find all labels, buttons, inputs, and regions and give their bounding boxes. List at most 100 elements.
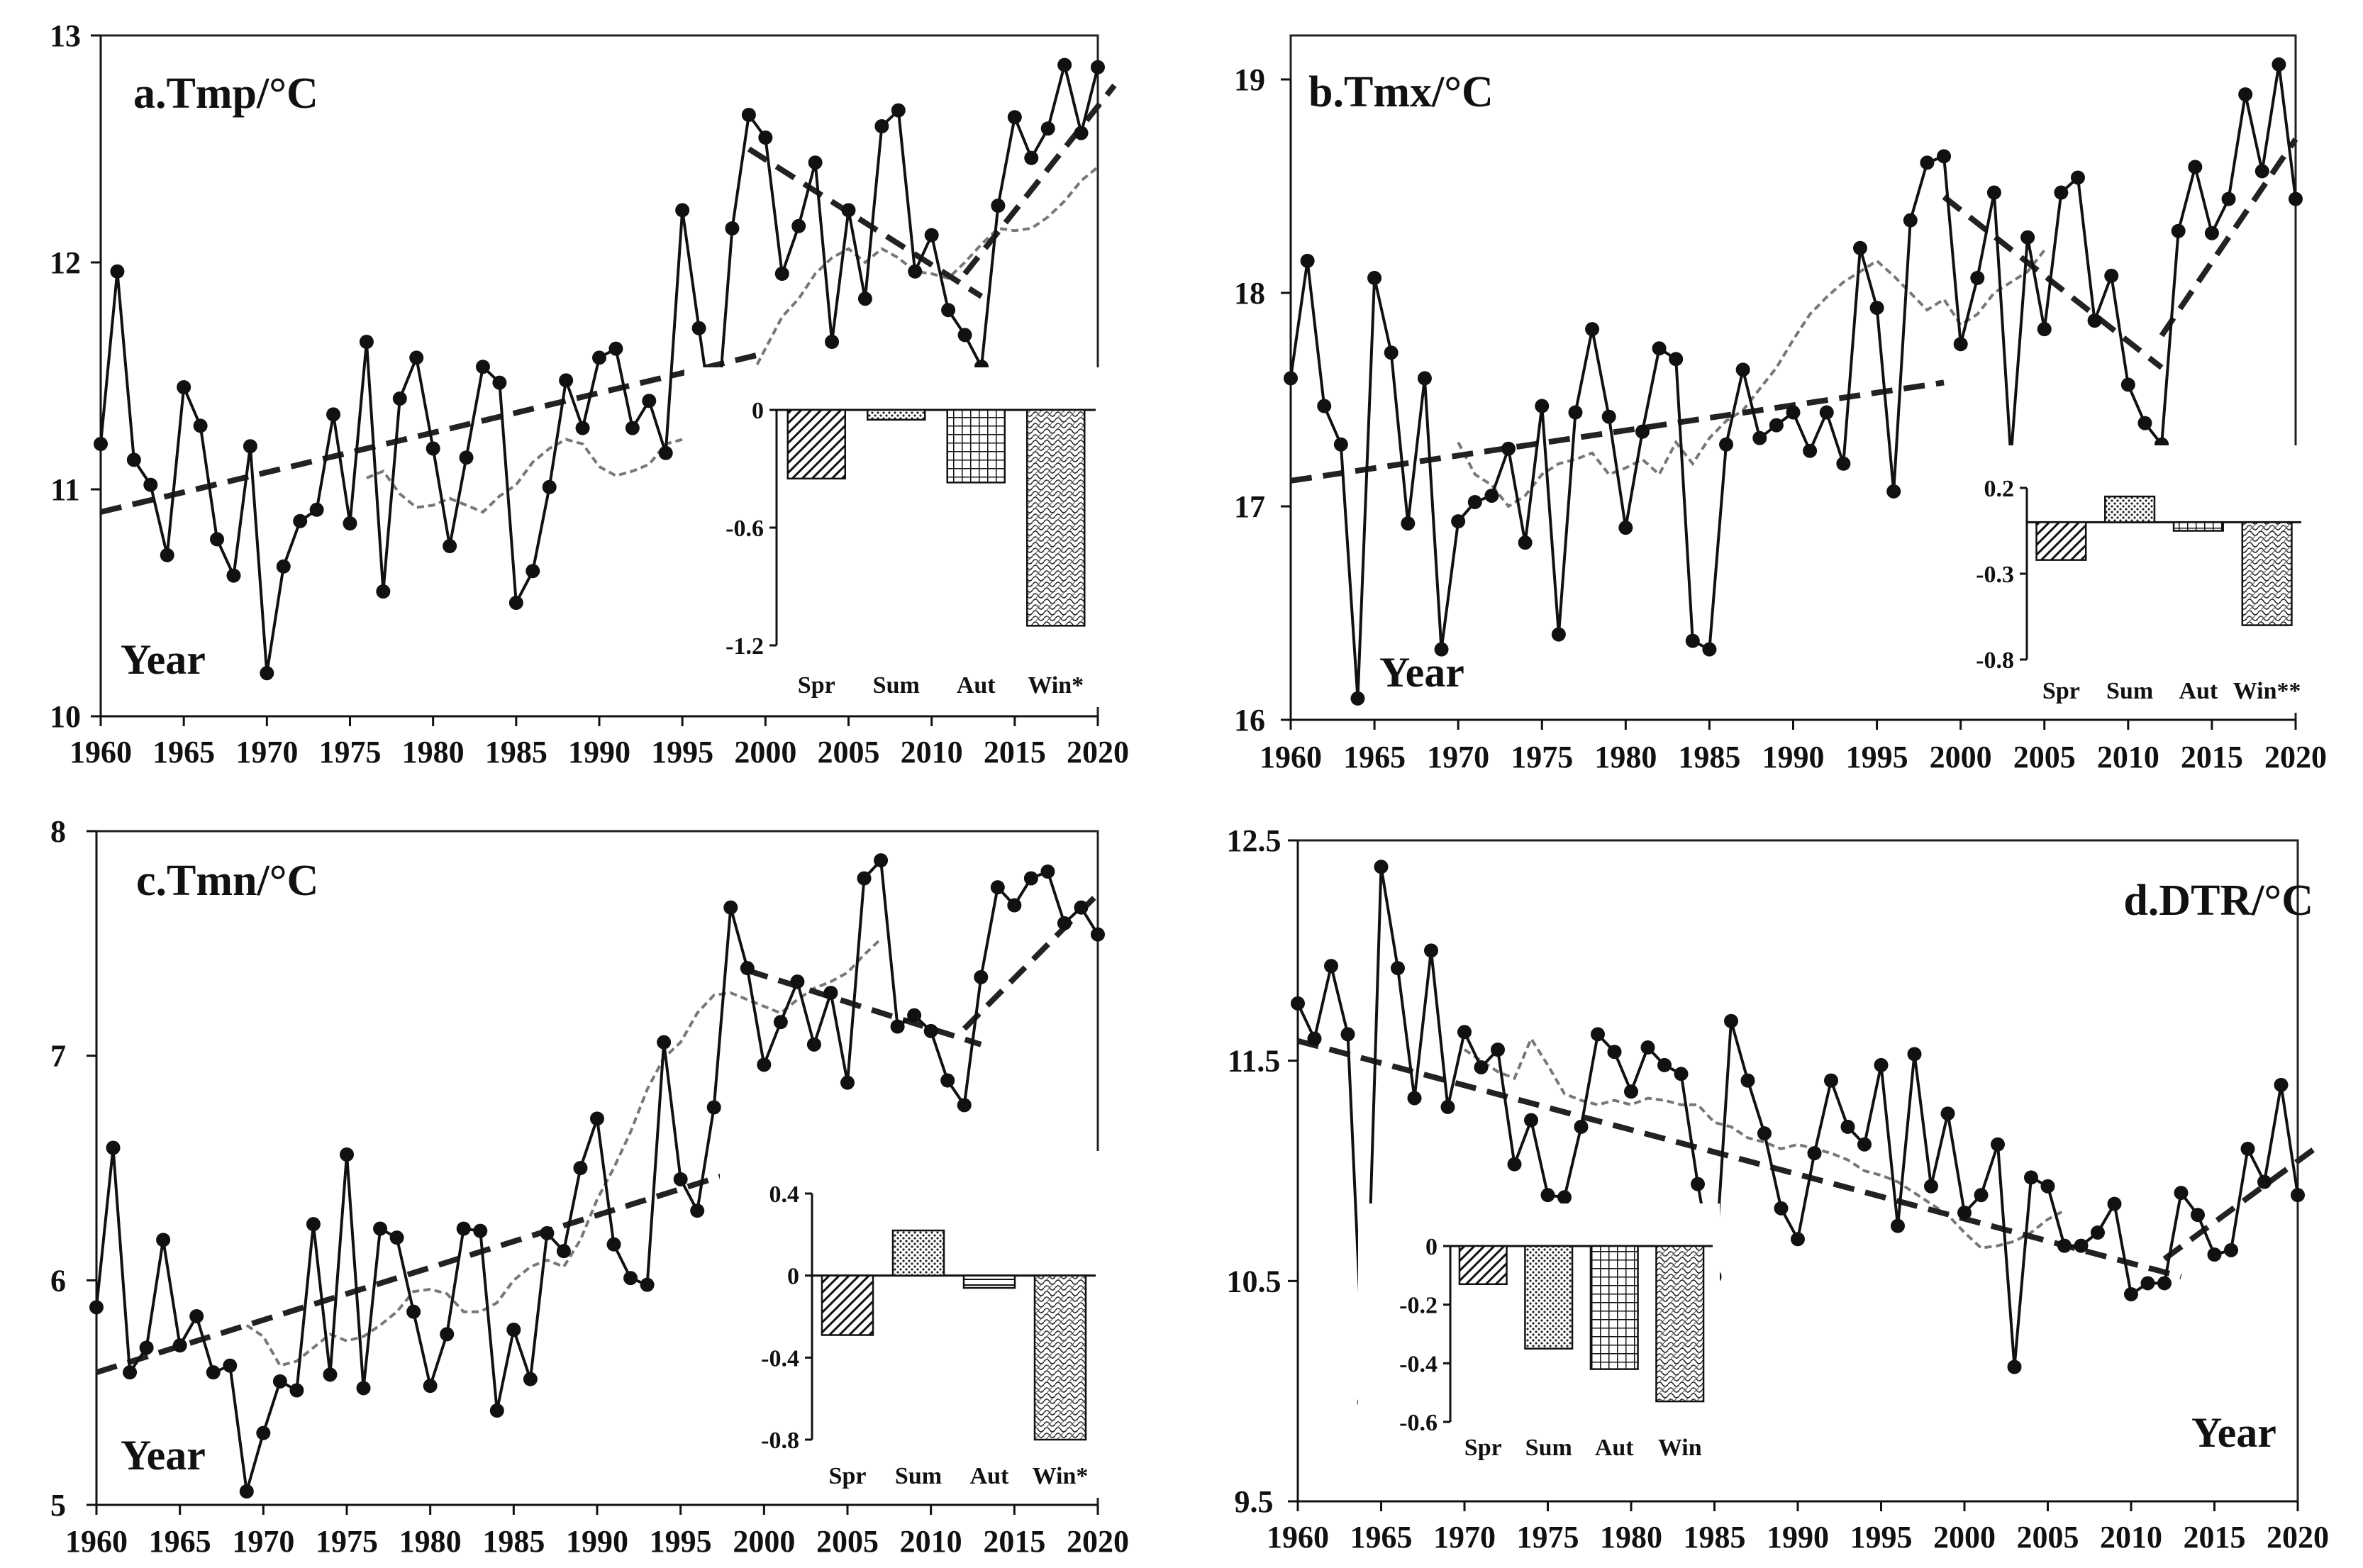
panel-a-axes: 10 11 12 13 1960 1965 1970 1975 1980 1985 1990 1995…	[50, 18, 1129, 769]
panel-b-data-point	[2188, 160, 2203, 174]
panel-b-data-point	[1786, 405, 1801, 420]
panel-c-data-point	[139, 1340, 154, 1355]
panel-b-data-point	[2254, 164, 2269, 179]
panel-a-data-point	[808, 155, 823, 170]
panel-a-inset-y-tick-label: 0	[752, 398, 764, 424]
panel-b-year-label: Year	[1379, 649, 1464, 696]
panel-b-data-point	[1752, 430, 1767, 445]
panel-a-data-point	[475, 360, 490, 374]
panel-a-data-point	[991, 199, 1006, 213]
panel-c-x-tick-label: 1975	[316, 1524, 378, 1559]
panel-b-data-point	[1467, 494, 1482, 509]
panel-c-data-point	[89, 1300, 104, 1315]
panel-a-data-point	[957, 328, 972, 343]
panel-c-inset-bar	[1033, 1274, 1087, 1441]
panel-d-data-point	[1740, 1073, 1755, 1088]
panel-d-axes: 9.5 10.5 11.5 12.5 1960 1965 1970 1975 1980 1985 1…	[1227, 823, 2330, 1555]
panel-a-data-point	[359, 335, 374, 349]
panel-a-data-point	[508, 596, 523, 610]
panel-c-data-point	[172, 1338, 187, 1353]
panel-b-data-point	[2020, 230, 2035, 245]
panel-a-data-point	[193, 418, 208, 433]
panel-c-data-point	[156, 1233, 171, 1247]
panel-b-data-point	[1300, 253, 1315, 268]
panel-d-data-point	[2157, 1276, 2172, 1291]
panel-b-x-tick-label: 1995	[1846, 740, 1908, 774]
panel-d-data-point	[2057, 1238, 2072, 1253]
panel-c-data-point	[1057, 916, 1072, 930]
panel-d-data-point	[1540, 1188, 1555, 1203]
panel-c-data-point	[757, 1057, 772, 1072]
panel-c-inset-bar	[821, 1274, 874, 1336]
panel-b-trend-line	[2159, 138, 2298, 338]
panel-a-data-point	[376, 584, 391, 599]
panel-b-data-point	[2054, 185, 2069, 200]
panel-b-inset-bar	[2035, 521, 2087, 561]
panel-d-inset: 0 -0.2 -0.4 -0.6 Spr Sum Aut Win	[1358, 1203, 1720, 1469]
panel-d-inset-bar	[1655, 1245, 1705, 1403]
panel-a-data-point	[1040, 121, 1055, 136]
panel-a-data-point	[492, 375, 507, 390]
panel-c-data-point	[823, 986, 838, 1000]
panel-d-data-point	[1957, 1206, 1972, 1221]
panel-b-data-point	[2221, 191, 2236, 206]
panel-a-data-point	[725, 221, 740, 235]
panel-c-data-point	[373, 1221, 388, 1236]
panel-d-inset-category-label: Sum	[1525, 1435, 1572, 1461]
panel-d-data-point	[1757, 1126, 1772, 1141]
panel-d-x-tick-label: 1970	[1433, 1520, 1496, 1555]
panel-c-data-point	[957, 1098, 972, 1113]
panel-a-trend-line	[747, 146, 984, 299]
panel-a-inset-category-label: Spr	[798, 672, 835, 699]
panel-b-trend-line	[1290, 379, 1945, 484]
panel-d-x-tick-label: 2020	[2267, 1520, 2329, 1555]
panel-c-data-point	[123, 1365, 138, 1380]
panel-c-data-point	[874, 853, 889, 868]
panel-c-data-point	[423, 1379, 438, 1394]
panel-c-data-point	[673, 1172, 688, 1186]
panel-c-x-tick-label: 2015	[983, 1524, 1045, 1559]
panel-a-data-point	[841, 203, 856, 218]
panel-d-inset-y-tick-label: -0.4	[1399, 1351, 1438, 1377]
panel-a-data-point	[1057, 57, 1072, 72]
panel-d-data-point	[2024, 1170, 2038, 1185]
panel-d-data-point	[1874, 1057, 1889, 1072]
panel-b-data-point	[1317, 399, 1332, 413]
panel-d-plot	[1291, 860, 2316, 1410]
panel-a-trend-line	[962, 83, 1117, 276]
panel-d-data-point	[1824, 1073, 1838, 1088]
panel-c-year-label: Year	[121, 1432, 206, 1479]
panel-c-y-tick-label: 7	[50, 1039, 66, 1074]
panel-a-data-point	[741, 108, 756, 122]
panel-c-data-point	[506, 1323, 521, 1337]
panel-a-data-point	[542, 479, 557, 494]
panel-a-y-tick-label: 13	[50, 18, 81, 53]
panel-a-x-tick-label: 1980	[402, 735, 465, 769]
panel-c-data-point	[857, 871, 872, 886]
panel-c-data-point	[690, 1203, 705, 1218]
panel-d-x-tick-label: 2005	[2017, 1520, 2079, 1555]
panel-b-data-point	[1484, 488, 1499, 503]
panel-d-data-point	[1374, 860, 1389, 874]
panel-d-x-tick-label: 1980	[1600, 1520, 1662, 1555]
panel-d-data-point	[2257, 1174, 2272, 1189]
panel-d-data-point	[2074, 1238, 2089, 1253]
panel-d-title: d.DTR/°C	[2123, 877, 2313, 925]
panel-d-data-point	[2224, 1242, 2238, 1257]
panel-c-data-point	[206, 1365, 221, 1380]
panel-c-x-tick-label: 2010	[900, 1524, 962, 1559]
panel-d-year-label: Year	[2191, 1409, 2276, 1456]
panel-b-x-tick-label: 2020	[2264, 740, 2327, 774]
panel-b-y-tick-label: 19	[1234, 62, 1265, 97]
panel-c-inset-bar	[962, 1274, 1016, 1289]
panel-c-x-tick-label: 1995	[650, 1524, 712, 1559]
panel-b-trend-line	[1942, 194, 2164, 370]
panel-a-x-tick-label: 2020	[1067, 735, 1129, 769]
panel-a-data-point	[1074, 126, 1089, 140]
panel-a-data-point	[825, 335, 840, 349]
panel-c-trend-line	[746, 967, 982, 1047]
panel-a-data-point	[226, 568, 241, 583]
panel-b-x-tick-label: 1990	[1762, 740, 1825, 774]
panel-d-data-point	[1907, 1047, 1922, 1062]
panel-b-y-tick-label: 18	[1234, 276, 1265, 311]
